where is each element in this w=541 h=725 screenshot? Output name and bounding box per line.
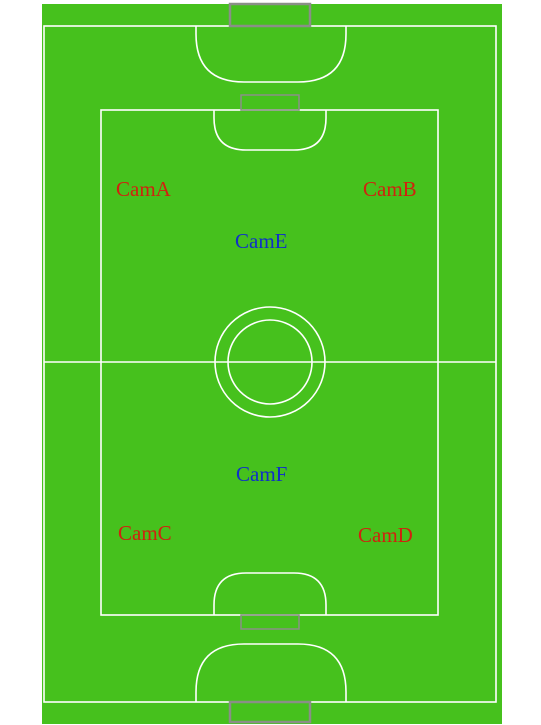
camera-label-cam-a: CamA	[116, 177, 172, 201]
camera-label-cam-f: CamF	[236, 462, 287, 486]
top-outer-goal	[228, 2, 312, 28]
pitch-turf	[42, 4, 502, 724]
top-inner-goal	[240, 94, 300, 111]
center-circle-inner	[227, 319, 313, 405]
top-inner-penalty-arc	[213, 110, 327, 151]
camera-label-cam-c: CamC	[118, 521, 172, 545]
center-circle-outer	[214, 306, 326, 418]
bottom-inner-goal	[240, 614, 300, 630]
bottom-inner-penalty-arc	[213, 572, 327, 615]
bottom-outer-goal	[228, 700, 312, 724]
camera-label-cam-b: CamB	[363, 177, 417, 201]
top-outer-penalty-arc	[195, 26, 347, 83]
camera-label-cam-e: CamE	[235, 229, 288, 253]
goals	[228, 2, 312, 724]
bottom-outer-penalty-arc	[195, 643, 347, 702]
camera-label-cam-d: CamD	[358, 523, 413, 547]
